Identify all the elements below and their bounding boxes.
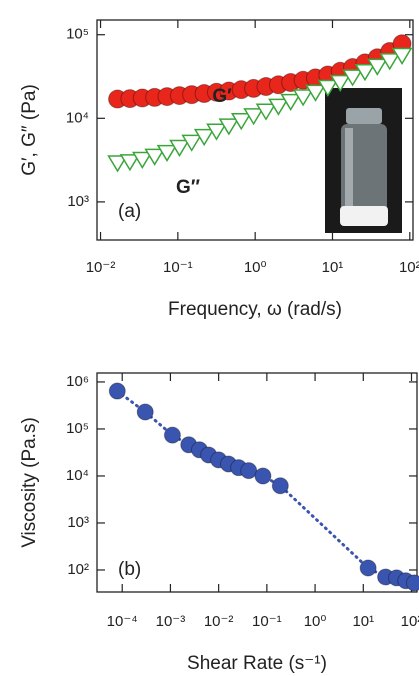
marker: [317, 79, 339, 97]
plot-frame: [96, 372, 418, 593]
x-axis-label: Frequency, ω (rad/s): [168, 299, 342, 320]
marker: [271, 477, 289, 495]
marker: [280, 93, 302, 112]
marker: [107, 155, 128, 173]
marker: [230, 113, 252, 131]
x-tick-label: 10²: [399, 259, 419, 276]
y-tick-label: 10⁵: [66, 420, 89, 437]
marker: [405, 574, 419, 592]
marker: [379, 53, 401, 71]
y-axis-label: G′, G″ (Pa): [19, 84, 40, 176]
x-tick-label: 10²: [401, 613, 419, 630]
marker: [136, 403, 154, 421]
inset-photo: [325, 88, 402, 233]
x-tick-label: 10⁻²: [204, 613, 234, 630]
x-tick-label: 10¹: [352, 613, 374, 630]
marker: [108, 382, 126, 400]
y-tick-label: 10⁵: [66, 26, 89, 43]
x-axis-label: Shear Rate (s⁻¹): [187, 653, 327, 674]
x-tick-label: 10⁰: [304, 613, 327, 630]
panel-label: (a): [118, 201, 141, 222]
x-tick-label: 10⁻³: [156, 613, 186, 630]
series-label: G′: [212, 86, 232, 107]
marker: [254, 467, 272, 485]
marker: [169, 139, 190, 157]
y-tick-label: 10³: [67, 193, 89, 210]
marker: [305, 84, 326, 102]
marker: [268, 98, 289, 116]
x-tick-label: 10⁻¹: [252, 613, 282, 630]
marker: [193, 128, 215, 147]
marker: [144, 148, 165, 166]
plot-area: [107, 34, 413, 173]
marker: [181, 134, 203, 152]
marker: [354, 64, 376, 82]
y-axis-label: Viscosity (Pa.s): [19, 417, 40, 548]
marker: [163, 426, 181, 444]
marker: [206, 123, 227, 141]
plot-area: [108, 382, 419, 592]
marker: [156, 144, 178, 163]
x-tick-label: 10⁻¹: [163, 259, 193, 276]
x-tick-label: 10¹: [322, 259, 344, 276]
series-line: [115, 389, 416, 585]
x-tick-label: 10⁻⁴: [107, 613, 138, 630]
series-label: G″: [176, 177, 200, 198]
panel-label: (b): [118, 559, 141, 580]
marker: [366, 58, 388, 76]
marker: [255, 103, 277, 121]
marker: [329, 74, 351, 93]
marker: [240, 462, 258, 480]
y-tick-label: 10⁴: [66, 109, 89, 126]
marker: [391, 47, 413, 65]
marker: [131, 151, 153, 170]
x-tick-label: 10⁰: [244, 259, 267, 276]
marker: [119, 154, 141, 172]
y-tick-label: 10⁶: [66, 373, 89, 390]
marker: [218, 118, 240, 136]
marker: [342, 69, 363, 87]
x-tick-label: 10⁻²: [86, 259, 116, 276]
y-tick-label: 10²: [67, 561, 89, 578]
y-tick-label: 10⁴: [66, 467, 89, 484]
y-tick-label: 10³: [67, 514, 89, 531]
marker: [243, 108, 264, 126]
marker: [359, 559, 377, 577]
marker: [292, 89, 314, 107]
